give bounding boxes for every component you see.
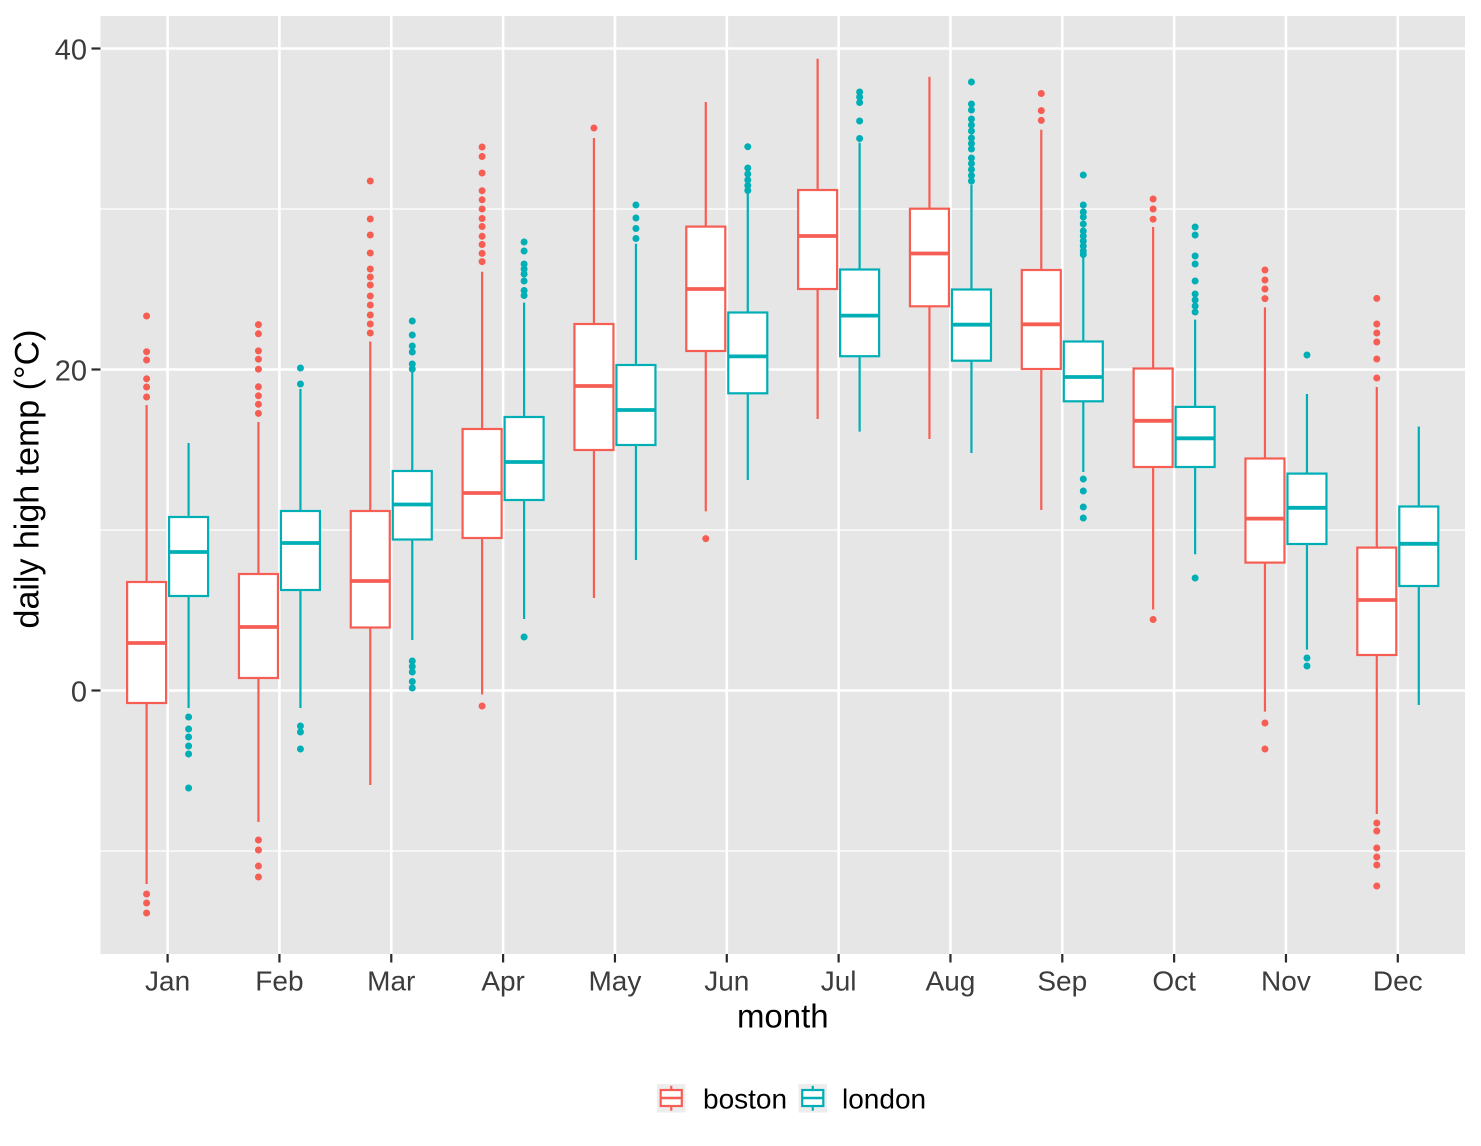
svg-text:boston: boston [703, 1084, 787, 1115]
svg-text:Apr: Apr [481, 966, 525, 997]
svg-text:Nov: Nov [1261, 966, 1311, 997]
svg-text:london: london [842, 1084, 926, 1115]
svg-text:Jan: Jan [145, 966, 190, 997]
svg-text:Jun: Jun [704, 966, 749, 997]
svg-text:Oct: Oct [1152, 966, 1196, 997]
svg-text:month: month [737, 998, 829, 1035]
svg-text:20: 20 [55, 355, 87, 387]
svg-text:Feb: Feb [255, 966, 303, 997]
svg-text:Jul: Jul [821, 966, 857, 997]
svg-text:daily high temp (°C): daily high temp (°C) [9, 330, 47, 629]
svg-text:Aug: Aug [926, 966, 976, 997]
svg-text:Dec: Dec [1373, 966, 1423, 997]
svg-text:Mar: Mar [367, 966, 415, 997]
svg-text:0: 0 [71, 676, 87, 708]
svg-text:40: 40 [55, 34, 87, 66]
svg-text:May: May [588, 966, 641, 997]
svg-text:Sep: Sep [1037, 966, 1087, 997]
